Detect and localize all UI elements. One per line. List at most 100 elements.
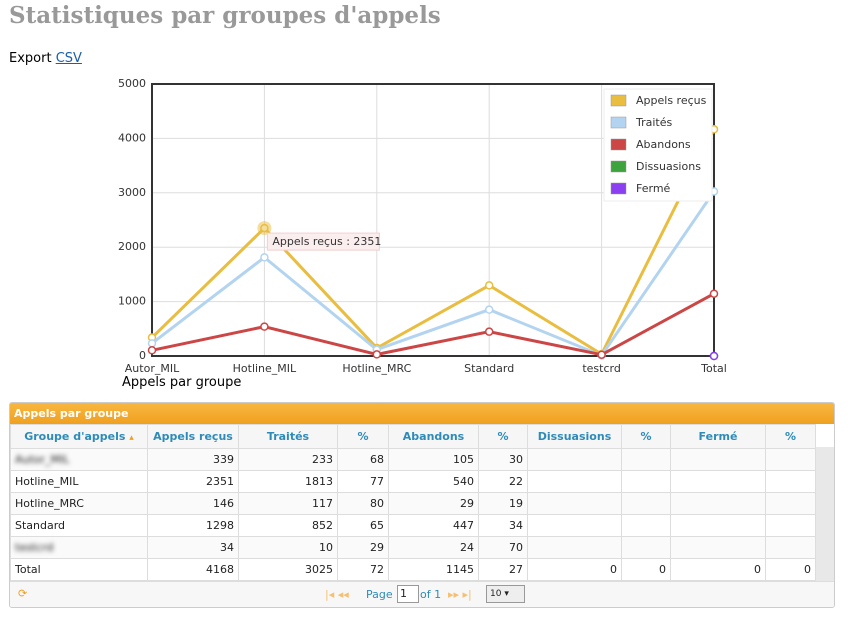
refresh[interactable]: ⟳ [18,587,28,600]
x-tick-label: testcrd [582,362,620,375]
page-size-value: 10 [490,589,502,599]
table-cell [621,492,671,515]
table-cell: 0 [670,558,766,581]
data-point [597,350,606,359]
table-cell: 0 [765,558,816,581]
data-point [260,322,269,331]
table-cell: 34 [478,514,528,537]
chart: 0 1000 2000 3000 4000 5000 Autor_MIL Hotline_MI… [118,77,727,375]
table-title: Appels par groupe [10,403,834,424]
table-cell: 1145 [388,558,479,581]
table-cell: 65 [337,514,389,537]
page-title: Statistiques par groupes d'appels [9,2,441,29]
scrollbar[interactable] [816,447,834,581]
table-cell [670,514,766,537]
y-tick-label: 5000 [118,77,146,90]
table-cell [670,470,766,493]
tooltip: Appels reçus : 2351 [272,235,381,248]
column-header: Appels reçus [147,424,239,449]
legend-swatch [610,94,627,107]
table-cell: 29 [337,536,389,559]
column-header: Abandons [388,424,479,449]
table-cell: 27 [478,558,528,581]
table-cell [670,448,766,471]
table: Groupe d'appels ▴ Appels reçus Traités% Aba… [10,424,816,581]
nav-first[interactable]: |◂ ◂◂ [325,588,349,601]
legend-label: Abandons [636,138,691,151]
x-tick-label: Hotline_MIL [233,362,297,375]
column-header: Traités [238,424,338,449]
csv-link[interactable]: CSV [55,51,82,66]
table-cell [621,514,671,537]
table-cell: 2351 [147,470,239,493]
legend-label: Traités [635,116,673,129]
column-header: Groupe d'appels ▴ [10,424,148,449]
table-cell: 852 [238,514,338,537]
data-point [484,327,494,336]
table-cell: 34 [147,536,239,559]
y-tick-label: 4000 [118,131,146,144]
table-cell: 72 [337,558,389,581]
table-row: Standard 1298 852 65 447 34 [10,514,816,537]
table-cell: 1298 [147,514,239,537]
page-input[interactable]: 1 [397,585,419,603]
y-tick-label: 1000 [118,295,146,308]
table-cell: 0 [621,558,671,581]
column-header: % [765,424,816,449]
data-point [147,339,157,348]
table-cell [621,536,671,559]
column-header: Dissuasions [527,424,622,449]
table-cell [621,470,671,493]
data-point [260,253,269,262]
table-cell [527,536,622,559]
page-label: Page [366,588,393,601]
export: Export CSV [9,51,82,66]
data-point [709,289,719,298]
series-line [151,292,715,357]
y-tick-label: 0 [139,349,146,362]
legend-swatch [610,182,627,195]
legend-label: Appels reçus [636,94,707,107]
table-cell: Total [10,558,148,581]
column-header: % [621,424,671,449]
table-cell: 10 [238,536,338,559]
table-cell: 77 [337,470,389,493]
column-header: Fermé [670,424,766,449]
table-cell: 1813 [238,470,338,493]
legend-label: Dissuasions [636,160,701,173]
sort-icon: ▴ [129,433,134,443]
legend-swatch [610,160,627,173]
page-size[interactable]: 10 ▾ [486,585,525,603]
table-row: Total 4168 3025 72 1145 27 0 0 0 0 [10,558,816,581]
table-cell: Hotline_MIL [10,470,148,493]
x-tick-label: Hotline_MRC [342,362,411,375]
table-cell [765,536,816,559]
data-point [147,346,157,355]
nav-last[interactable]: ▸▸ ▸| [448,588,472,601]
export-label: Export [9,51,52,66]
table-cell: 339 [147,448,239,471]
table-cell: 19 [478,492,528,515]
y-tick-label: 3000 [118,186,146,199]
table-cell: 4168 [147,558,239,581]
table-cell [670,492,766,515]
plot-border [151,83,715,357]
table-cell: Hotline_MRC [10,492,148,515]
table-cell: 447 [388,514,479,537]
table-cell: 233 [238,448,338,471]
page-of: of 1 [420,588,442,601]
table-row: Hotline_MIL 2351 1813 77 540 22 [10,470,816,493]
tooltip-box [266,232,380,251]
legend-swatch [610,138,627,151]
table-cell: 3025 [238,558,338,581]
data-point [484,281,494,290]
table-cell: 24 [388,536,479,559]
table-row: Autor_MIL 339 233 68 105 30 [10,448,816,471]
table-cell [765,514,816,537]
table-cell: 68 [337,448,389,471]
highlight [257,221,272,236]
table-cell: 0 [527,558,622,581]
table-cell: Standard [10,514,148,537]
data-point [484,305,494,314]
